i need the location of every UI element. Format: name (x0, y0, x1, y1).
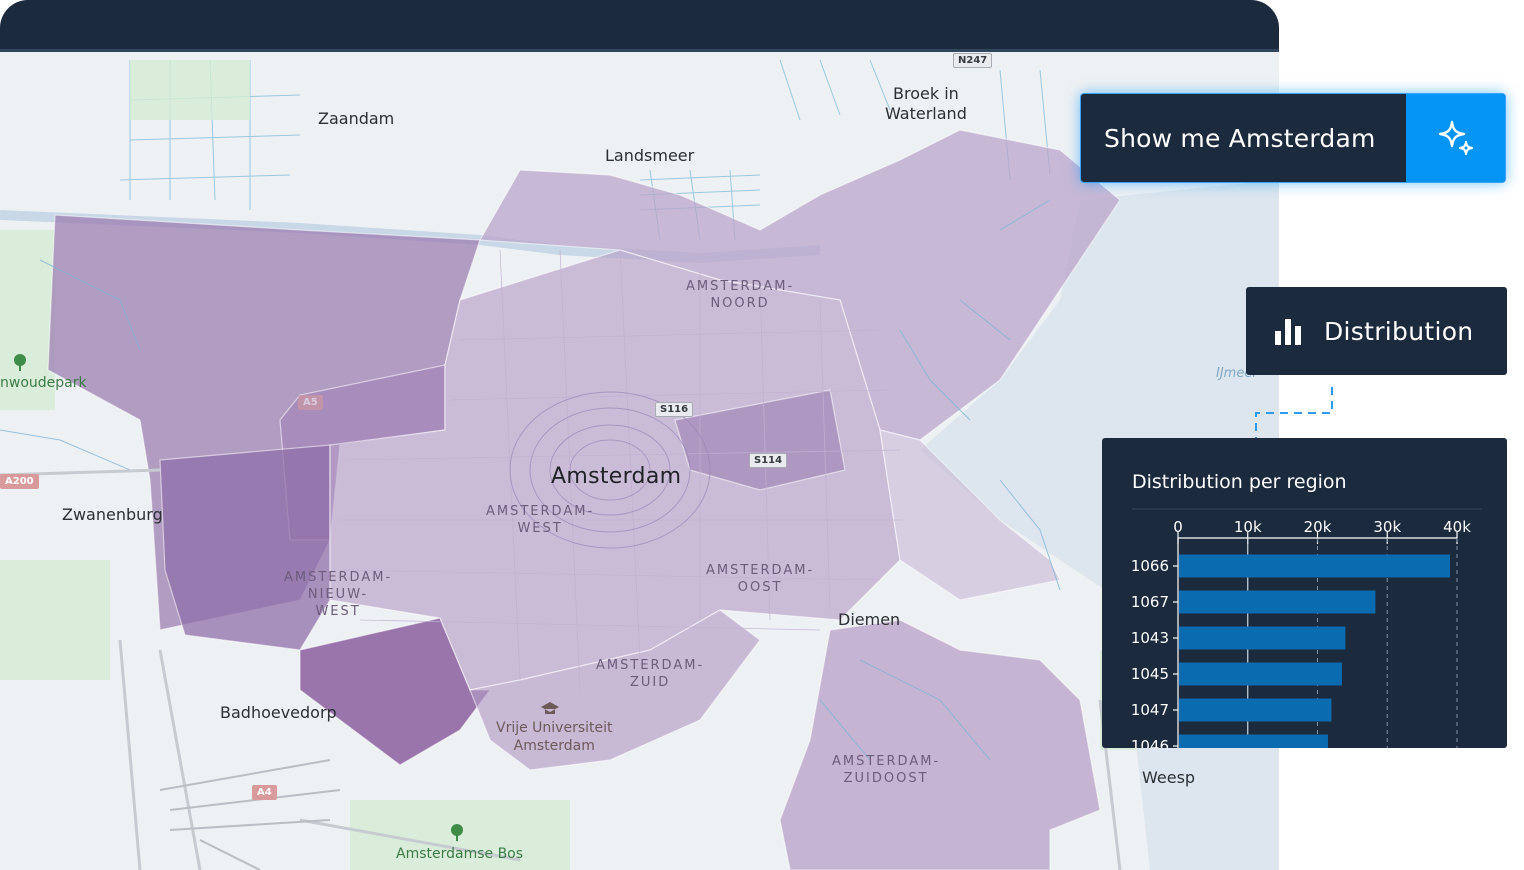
label-park-west: nwoudepark (0, 375, 87, 391)
road-badge-a5: A5 (298, 395, 323, 410)
label-amsterdam: Amsterdam (551, 464, 682, 489)
label-badhoevedorp: Badhoevedorp (220, 703, 337, 722)
distribution-button[interactable]: Distribution (1246, 287, 1507, 375)
district-west: AMSTERDAM- WEST (486, 504, 595, 536)
label-landsmeer: Landsmeer (605, 146, 695, 165)
connector-line (1255, 387, 1333, 438)
district-zuid: AMSTERDAM- ZUID (596, 658, 705, 690)
chart-title: Distribution per region (1132, 471, 1347, 493)
label-amsterdamse-bos: Amsterdamse Bos (396, 846, 524, 862)
poi-vrije-universiteit: Vrije Universiteit Amsterdam (496, 720, 613, 754)
road-badge-s116: S116 (655, 402, 694, 417)
x-tick-label: 0 (1173, 518, 1183, 536)
bar (1179, 590, 1376, 614)
bar (1179, 554, 1451, 578)
map-view[interactable]: Zaandam Landsmeer Broek in Waterland Ams… (0, 52, 1279, 870)
label-diemen: Diemen (838, 610, 901, 629)
x-tick-label: 40k (1443, 518, 1471, 536)
chart-panel: Distribution per region 0 10k 20k 30k 40k 106… (1102, 438, 1507, 748)
district-nieuw-west: AMSTERDAM- NIEUW- WEST (284, 570, 393, 619)
district-oost: AMSTERDAM- OOST (706, 563, 815, 595)
road-badge-a4: A4 (252, 785, 277, 800)
map-canvas (0, 52, 1279, 870)
y-tick-label: 1047 (1131, 701, 1169, 719)
window-title-bar (0, 0, 1279, 52)
road-badge-s114: S114 (749, 453, 788, 468)
app-window: Zaandam Landsmeer Broek in Waterland Ams… (0, 0, 1279, 870)
bar (1179, 698, 1332, 722)
bar (1179, 734, 1328, 748)
label-broek-line2: Waterland (885, 104, 967, 123)
bar (1179, 626, 1346, 650)
y-tick-label: 1045 (1131, 665, 1169, 683)
y-tick-label: 1046 (1131, 737, 1169, 748)
bar-chart-icon (1275, 319, 1301, 345)
y-tick-label: 1066 (1131, 557, 1169, 575)
district-zuidoost: AMSTERDAM- ZUIDOOST (832, 754, 941, 786)
label-weesp: Weesp (1142, 768, 1196, 787)
x-tick-label: 30k (1373, 518, 1401, 536)
prompt-box[interactable]: Show me Amsterdam (1080, 93, 1506, 183)
label-zwanenburg: Zwanenburg (62, 505, 163, 524)
x-tick-label: 10k (1234, 518, 1262, 536)
bar (1179, 662, 1342, 686)
district-noord: AMSTERDAM- NOORD (686, 279, 795, 311)
label-zaandam: Zaandam (318, 109, 395, 128)
x-tick-label: 20k (1304, 518, 1332, 536)
road-badge-n247: N247 (953, 53, 993, 68)
label-broek-line1: Broek in (893, 84, 959, 103)
bar-chart: 0 10k 20k 30k 40k 1066 1067 1043 1045 1047 1046 (1131, 508, 1482, 748)
prompt-text[interactable]: Show me Amsterdam (1104, 123, 1376, 153)
sparkle-icon (1438, 120, 1473, 156)
road-badge-a200: A200 (0, 474, 39, 489)
distribution-label: Distribution (1324, 316, 1474, 346)
y-tick-label: 1067 (1131, 593, 1169, 611)
ai-sparkle-button[interactable] (1406, 94, 1505, 182)
y-tick-label: 1043 (1131, 629, 1169, 647)
